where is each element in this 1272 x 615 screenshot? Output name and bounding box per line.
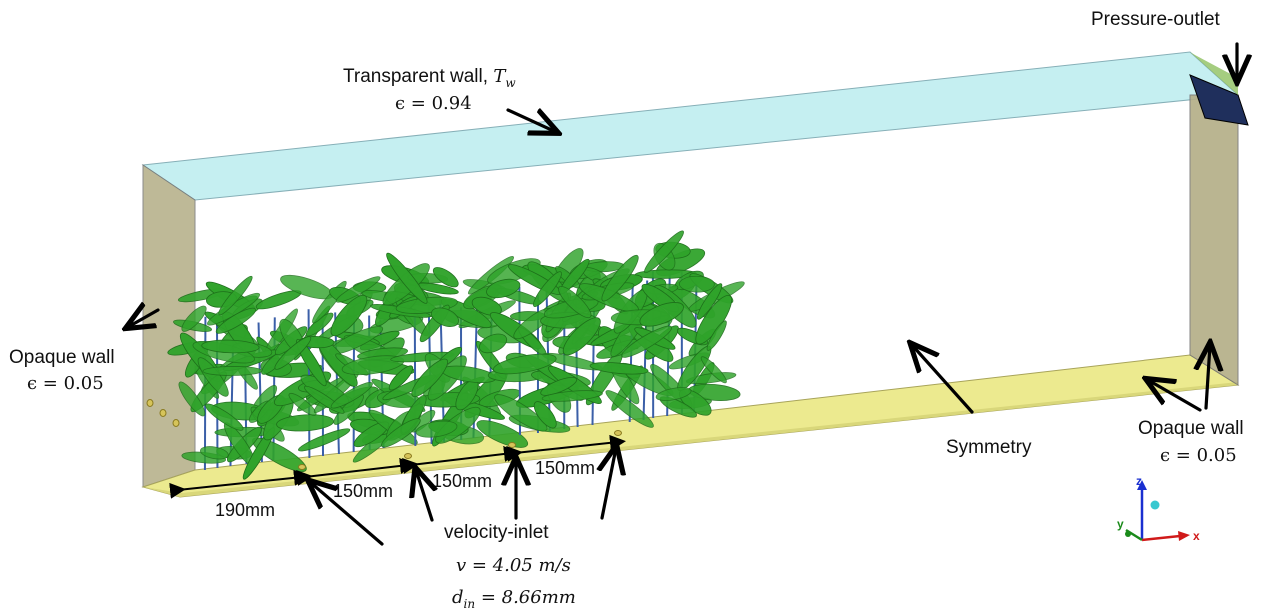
plant-leaf bbox=[558, 286, 592, 319]
diameter-subscript: in bbox=[464, 597, 476, 611]
plant-leaf bbox=[471, 296, 502, 316]
plant-leaf bbox=[696, 283, 723, 320]
arrow-symmetry bbox=[912, 345, 974, 414]
axis-z-label: z bbox=[1136, 474, 1142, 488]
transparent-wall-subscript: w bbox=[505, 76, 516, 90]
plant-leaf bbox=[562, 317, 601, 356]
plant-leaf bbox=[706, 320, 727, 351]
plant-cluster bbox=[370, 252, 533, 448]
plant-leaf bbox=[218, 275, 253, 316]
plant-leaf bbox=[205, 403, 244, 431]
plant-leaf bbox=[276, 414, 334, 432]
left-opaque-wall-emissivity: ϵ = 0.05 bbox=[27, 373, 104, 394]
pressure-outlet-label: Pressure-outlet bbox=[1091, 9, 1221, 30]
plant-leaf bbox=[655, 387, 692, 401]
plant-leaf bbox=[700, 356, 727, 384]
plant-leaf bbox=[494, 394, 548, 432]
axis-y-label: y bbox=[1117, 517, 1124, 531]
dim-label-190: 190mm bbox=[215, 500, 275, 520]
symmetry-label: Symmetry bbox=[946, 437, 1032, 458]
dim-line-190 bbox=[169, 469, 310, 499]
plant-leaf bbox=[381, 418, 421, 448]
plant-leaf bbox=[533, 401, 557, 429]
plant-leaf bbox=[298, 428, 351, 452]
plant-leaf bbox=[478, 333, 508, 354]
plant-leaf bbox=[296, 338, 327, 387]
transparent-wall bbox=[141, 51, 1240, 201]
plant-leaf bbox=[493, 353, 557, 375]
right-opaque-wall-emissivity: ϵ = 0.05 bbox=[1160, 445, 1237, 466]
plant-leaf bbox=[430, 307, 459, 327]
arrow-inlet-1 bbox=[310, 482, 384, 546]
callout-arrows bbox=[128, 42, 1237, 546]
right-opaque-wall-label: Opaque wall bbox=[1138, 418, 1244, 439]
plant-leaf bbox=[388, 365, 414, 391]
plant-leaf bbox=[274, 336, 312, 370]
plant-canopy bbox=[167, 230, 745, 480]
pressure-outlet-block bbox=[1189, 74, 1249, 126]
transparent-wall-emissivity: ϵ = 0.94 bbox=[395, 93, 472, 114]
plant-leaf bbox=[181, 305, 207, 332]
dim-line-150-a bbox=[296, 457, 416, 486]
plant-leaf bbox=[540, 376, 578, 396]
plant-leaf bbox=[202, 366, 263, 376]
left-wall-holes bbox=[146, 399, 180, 427]
plant-leaf bbox=[533, 271, 562, 307]
plant-leaf bbox=[178, 381, 206, 417]
plant-cluster bbox=[167, 275, 325, 480]
plant-leaf bbox=[605, 390, 654, 428]
plant-leaf bbox=[639, 302, 684, 327]
axis-x-label: x bbox=[1193, 529, 1200, 543]
transparent-wall-label: Transparent wall, Tw bbox=[343, 66, 516, 90]
dim-label-150-a: 150mm bbox=[333, 481, 393, 501]
velocity-inlet-label: velocity-inlet bbox=[444, 522, 549, 543]
plant-leaf bbox=[621, 325, 673, 358]
plant-leaf bbox=[330, 382, 373, 409]
velocity-inlet-velocity: v = 4.05 m/s bbox=[456, 555, 571, 576]
plant-leaf bbox=[601, 254, 639, 302]
plant-cluster bbox=[486, 248, 639, 436]
plant-cluster bbox=[578, 230, 745, 428]
plant-leaf bbox=[333, 394, 364, 425]
velocity-inlet-diameter: din = 8.66mm bbox=[452, 587, 576, 611]
arrow-inlet-4 bbox=[602, 448, 616, 520]
right-opaque-wall bbox=[1189, 94, 1239, 386]
arrow-right-wall-b bbox=[1206, 345, 1210, 410]
arrow-right-wall-a bbox=[1148, 380, 1202, 412]
plant-leaf bbox=[415, 420, 458, 438]
plant-leaf bbox=[386, 252, 428, 304]
diameter-symbol: d bbox=[452, 587, 464, 608]
axis-triad: z x y bbox=[1117, 474, 1200, 543]
plant-leaf bbox=[679, 275, 715, 293]
arrow-left-opaque-wall bbox=[128, 310, 160, 327]
arrow-inlet-2 bbox=[416, 470, 432, 522]
plant-leaf bbox=[330, 294, 368, 337]
diameter-value: = 8.66mm bbox=[475, 587, 576, 608]
plant-leaf bbox=[215, 307, 256, 334]
plant-leaf bbox=[411, 358, 449, 398]
plant-leaf bbox=[541, 390, 603, 402]
dim-label-150-c: 150mm bbox=[535, 458, 595, 478]
arrow-transparent-wall bbox=[506, 110, 556, 132]
plant-leaf bbox=[335, 276, 381, 303]
left-opaque-wall-label: Opaque wall bbox=[9, 347, 115, 368]
transparent-wall-symbol: T bbox=[493, 66, 507, 87]
transparent-wall-title: Transparent wall, bbox=[343, 66, 493, 87]
plant-leaf bbox=[288, 392, 317, 416]
plant-leaf bbox=[201, 339, 260, 354]
plant-leaf bbox=[486, 278, 521, 299]
plant-leaf bbox=[589, 362, 649, 375]
dim-label-150-b: 150mm bbox=[432, 471, 492, 491]
plant-leaf bbox=[644, 230, 684, 274]
plant-leaf bbox=[432, 267, 459, 288]
